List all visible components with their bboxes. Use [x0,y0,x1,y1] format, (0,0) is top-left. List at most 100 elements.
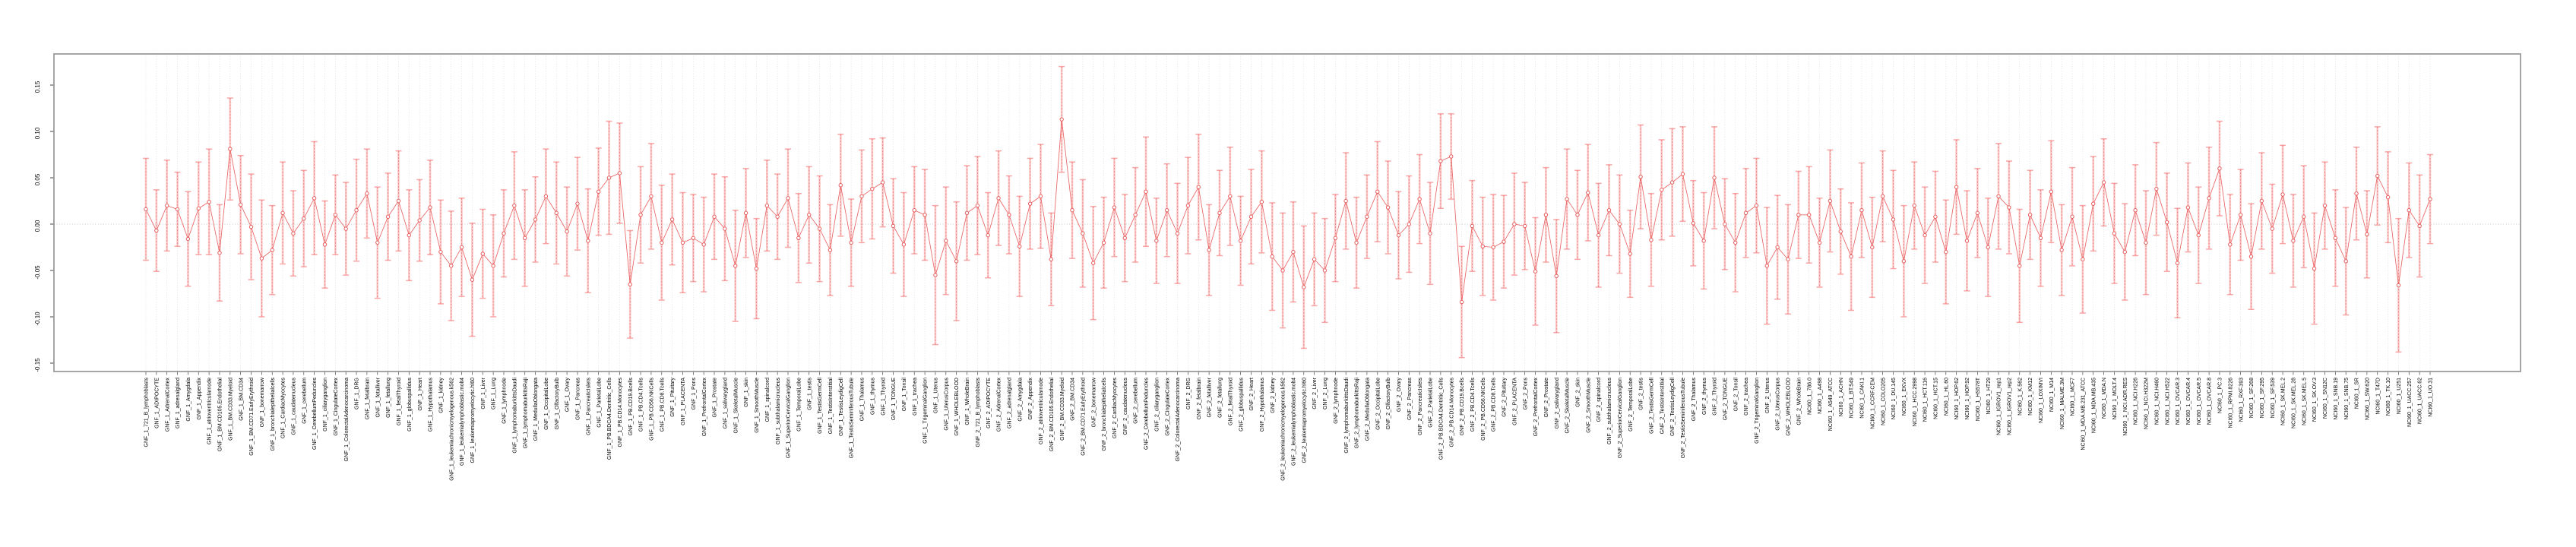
x-tick-label: GNF_2_Ovary [1397,378,1402,413]
data-point [606,175,612,180]
x-tick-label: GNF_1_bronchialepithelialcells [271,378,276,451]
x-tick-label: GNF_1_SmoothMuscle [755,378,760,433]
x-tick-label: GNF_1_adrenalgland [176,378,181,428]
x-tick-label: GNF_2_TestisSeminiferousTubule [1681,378,1686,458]
data-point [1533,269,1538,274]
x-tick-label: GNF_1_leukemiapromyelocytic.hl60 [470,378,476,463]
x-tick-label: GNF_2_Heart [1249,378,1255,411]
data-point [259,256,264,261]
data-point [270,248,274,252]
x-tick-label: GNF_1_lymphomaburkittsRaji [523,378,528,449]
x-tick-label: NCI60_1_SF.295 [2260,378,2265,418]
x-tick-label: NCI60_1_SNB.75 [2344,378,2350,420]
data-point [2407,208,2411,213]
data-point [2144,240,2148,245]
data-point [975,203,980,208]
x-tick-label: NCI60_1_SK.MEL.5 [2302,378,2307,425]
x-tick-label: GNF_2_PB.CD56.NKCells [1481,378,1486,441]
x-tick-label: GNF_2_SkeletalMuscle [1565,378,1571,434]
data-point [2428,197,2432,201]
x-tick-label: GNF_2_AdrenalCortex [997,378,1002,432]
data-point [302,216,306,221]
data-point [2343,259,2348,264]
x-tick-label: NCI60_1_OVCAR.5 [2197,378,2202,425]
data-point [1081,231,1085,236]
data-point [565,229,569,234]
x-tick-label: GNF_2_spinalcord [1597,378,1602,422]
x-tick-label: GNF_1_MedullaOblongata [533,378,539,441]
data-point [680,240,685,245]
x-tick-label: GNF_2_Hypothalamus [1260,378,1265,432]
data-point [712,214,717,219]
x-tick-label: GNF_1_skin [744,378,749,407]
data-point [1954,185,1959,189]
data-point [1743,210,1748,216]
data-point [1280,268,1285,273]
data-point [701,242,706,247]
x-tick-label: GNF_2_adrenalgland [1008,378,1013,428]
data-point [1964,239,1970,243]
data-point [480,251,485,256]
x-tick-label: GNF_1_PB.CD19.Bcells [628,378,634,436]
data-point [2270,226,2274,231]
data-point [1164,208,1169,213]
x-tick-label: GNF_2_TrigeminalGanglion [1755,378,1760,444]
x-tick-label: GNF_2_skin [1576,378,1581,407]
x-tick-label: GNF_2_fetalThyroid [1228,378,1233,425]
data-point [764,203,769,208]
data-point [1543,213,1549,217]
data-point [470,277,475,282]
data-point [1859,208,1864,213]
x-tick-label: GNF_2_TONGUE [1723,378,1728,421]
data-point [786,196,790,201]
x-tick-label: NCI60_1_TK.10 [2386,378,2391,416]
y-tick-label: 0.10 [34,127,41,139]
x-tick-label: GNF_2_atrioventricularnode [1039,378,1044,444]
data-point [1680,172,1685,176]
x-tick-label: GNF_2_cerebellum [1134,378,1139,424]
x-tick-label: GNF_2_ADIPOCYTE [986,378,992,428]
y-tick-label: 0.15 [34,81,41,93]
x-tick-label: GNF_1_bonemarrow [260,377,265,427]
data-point [217,251,222,255]
data-point [2291,239,2296,243]
x-tick-label: GNF_2_BM.CD33.Myeloid [1060,378,1065,441]
x-tick-label: NCI60_1_IGROV1_rep2 [2007,378,2012,435]
x-tick-label: GNF_2_leukemiapromyelocytic.hl60 [1302,378,1307,463]
x-tick-label: NCI60_1_SK.OV.3 [2312,378,2318,422]
x-tick-label: NCI60_1_EKVX [1902,378,1907,416]
x-tick-label: GNF_1_cerebellum [302,378,307,424]
data-point [1196,185,1201,189]
data-point [1122,236,1127,240]
data-point [2049,189,2054,194]
data-point [2248,255,2254,259]
x-tick-label: GNF_2_fetallung [1218,378,1223,418]
data-point [1575,213,1580,217]
x-tick-label: GNF_2_Tonsil [1733,378,1739,412]
x-tick-label: GNF_1_Thyroid [881,378,886,416]
data-point [1038,194,1043,199]
x-tick-label: NCI60_1_NCI.H460 [2154,378,2160,425]
x-tick-label: GNF_1_fetalliver [375,377,381,417]
x-tick-label: GNF_1_ciliaryganglion [323,378,328,432]
x-tick-label: GNF_1_kidney [438,378,444,413]
x-tick-label: GNF_2_fetalliver [1207,377,1213,417]
x-tick-label: NCI60_1_UACC.62 [2418,378,2423,424]
x-tick-label: NCI60_1_OVCAR.3 [2176,378,2181,425]
data-point [1207,248,1211,252]
data-point [175,207,180,212]
data-point [2027,213,2033,217]
y-tick-label: -0.10 [34,311,41,326]
data-point [1754,203,1759,208]
x-tick-label: GNF_2_Amygdala [1017,378,1023,422]
data-point [1333,236,1338,240]
data-point [1880,194,1885,199]
x-tick-label: NCI60_1_CCRF.CEM [1870,378,1875,429]
data-point [1185,203,1191,208]
x-tick-label: NCI60_1_SN12C [2323,378,2328,419]
data-point [543,194,549,199]
data-point [807,213,812,217]
data-point [1070,208,1074,213]
x-tick-label: GNF_2_DRG [1186,378,1191,409]
y-tick-label: 0.05 [34,173,41,185]
